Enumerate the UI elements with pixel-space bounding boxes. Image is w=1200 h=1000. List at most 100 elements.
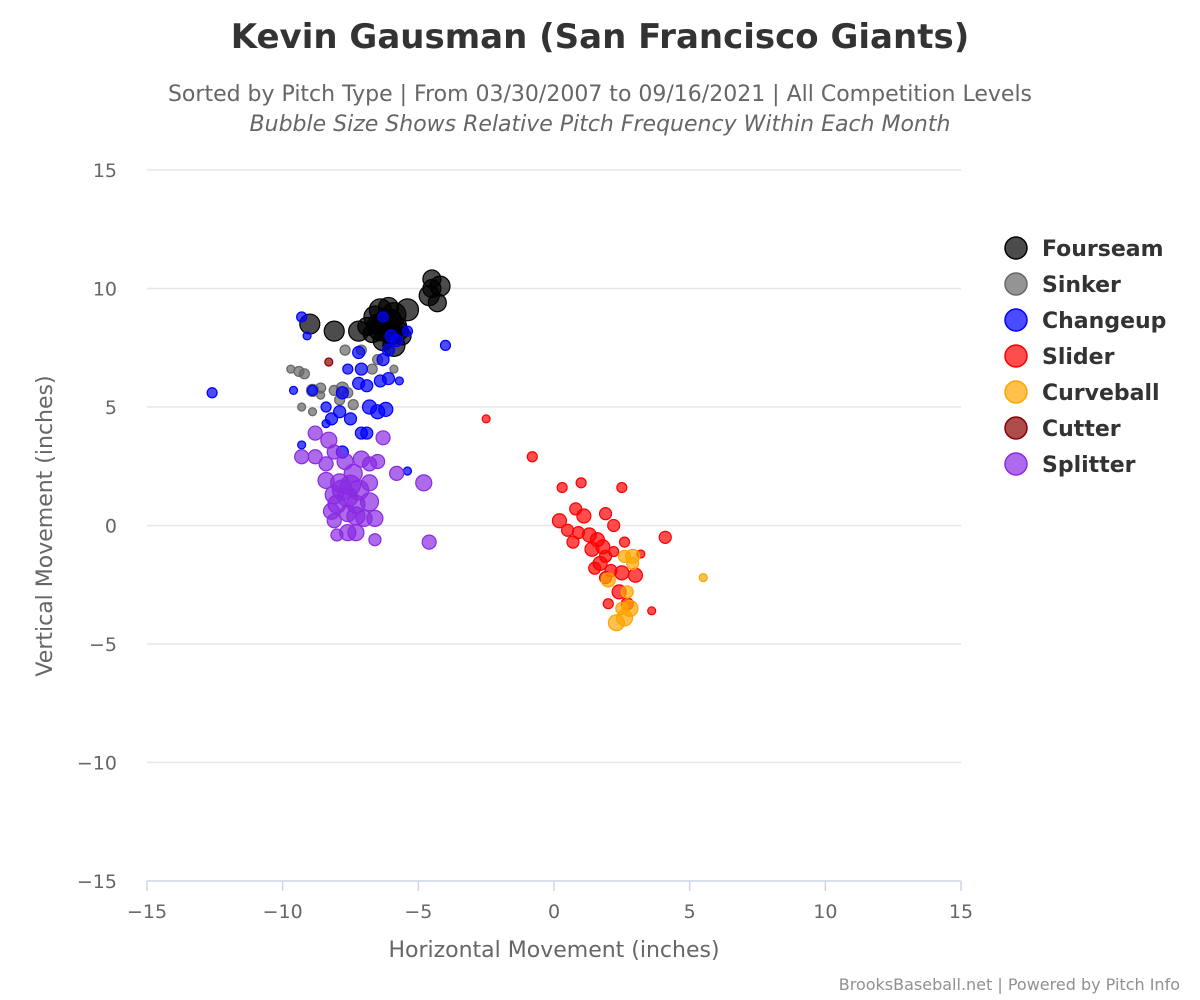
chart-title: Kevin Gausman (San Francisco Giants) (231, 17, 970, 57)
splitter-point[interactable] (360, 474, 379, 492)
changeup-point[interactable] (381, 343, 396, 357)
curveball-point[interactable] (607, 614, 626, 632)
changeup-point[interactable] (354, 362, 368, 376)
sinker-point[interactable] (347, 399, 359, 411)
sinker-point[interactable] (316, 390, 326, 400)
splitter-point[interactable] (307, 449, 323, 465)
splitter-point[interactable] (294, 449, 310, 465)
y-tick-label: 15 (93, 160, 117, 182)
fourseam-point[interactable] (427, 293, 447, 313)
changeup-point[interactable] (297, 440, 307, 450)
splitter-point[interactable] (326, 513, 342, 529)
slider-point[interactable] (614, 565, 630, 581)
legend-item-cutter[interactable]: Cutter (1004, 416, 1121, 442)
slider-point[interactable] (627, 567, 644, 583)
splitter-point[interactable] (389, 465, 405, 481)
legend-item-splitter[interactable]: Splitter (1004, 452, 1136, 478)
changeup-point[interactable] (206, 387, 218, 399)
splitter-point[interactable] (370, 453, 386, 470)
series-changeup (206, 311, 452, 476)
slider-point[interactable] (602, 598, 614, 610)
splitter-point[interactable] (326, 444, 342, 460)
changeup-point[interactable] (320, 401, 332, 413)
sinker-point[interactable] (366, 363, 378, 375)
changeup-point[interactable] (288, 385, 299, 396)
slider-point[interactable] (658, 530, 672, 544)
splitter-point[interactable] (359, 492, 380, 512)
slider-point[interactable] (588, 561, 602, 575)
curveball-point[interactable] (626, 556, 640, 571)
splitter-point[interactable] (366, 509, 384, 527)
changeup-point[interactable] (352, 345, 366, 360)
slider-point[interactable] (584, 541, 600, 557)
fourseam-point[interactable] (323, 320, 345, 342)
series-cutter (324, 357, 334, 367)
changeup-point[interactable] (342, 363, 354, 375)
splitter-point[interactable] (415, 474, 433, 492)
splitter-point[interactable] (375, 430, 391, 446)
slider-point[interactable] (575, 477, 587, 489)
legend-item-changeup[interactable]: Changeup (1004, 308, 1166, 334)
changeup-point[interactable] (360, 426, 374, 440)
splitter-point[interactable] (347, 524, 365, 542)
sinker-point[interactable] (389, 364, 399, 374)
changeup-point[interactable] (381, 371, 396, 386)
x-tick-label: 0 (548, 901, 560, 923)
credits[interactable]: BrooksBaseball.net | Powered by Pitch In… (839, 975, 1180, 994)
changeup-point[interactable] (394, 376, 404, 386)
slider-point[interactable] (616, 481, 628, 494)
splitter-point[interactable] (318, 456, 334, 472)
changeup-point[interactable] (439, 339, 452, 351)
changeup-point[interactable] (306, 384, 319, 397)
changeup-point[interactable] (302, 331, 312, 341)
legend-marker (1004, 452, 1028, 476)
splitter-point[interactable] (343, 463, 363, 483)
legend-item-slider[interactable]: Slider (1004, 344, 1115, 370)
slider-point[interactable] (598, 507, 613, 521)
changeup-point[interactable] (360, 379, 374, 393)
splitter-point[interactable] (331, 479, 353, 501)
slider-point[interactable] (526, 451, 538, 463)
y-tick-label: 0 (105, 516, 117, 538)
changeup-point[interactable] (296, 311, 308, 323)
legend-item-fourseam[interactable]: Fourseam (1004, 236, 1164, 262)
legend-item-curveball[interactable]: Curveball (1004, 380, 1160, 406)
slider-point[interactable] (551, 513, 568, 529)
slider-point[interactable] (618, 536, 631, 548)
sinker-point[interactable] (297, 402, 307, 412)
fourseam-point[interactable] (429, 275, 451, 297)
sinker-point[interactable] (339, 344, 351, 356)
slider-point[interactable] (560, 523, 575, 537)
legend-marker (1004, 236, 1028, 260)
changeup-point[interactable] (343, 412, 358, 426)
slider-point[interactable] (607, 518, 621, 533)
splitter-point[interactable] (307, 425, 323, 441)
legend-label: Sinker (1042, 273, 1121, 298)
legend[interactable]: Fourseam Sinker Changeup Slider Curveball Cut… (1004, 236, 1166, 478)
splitter-point[interactable] (368, 533, 382, 547)
curveball-point[interactable] (600, 572, 616, 588)
fourseam-point[interactable] (395, 298, 420, 322)
splitter-point[interactable] (421, 534, 437, 550)
changeup-point[interactable] (335, 386, 349, 400)
slider-point[interactable] (576, 508, 592, 524)
changeup-point[interactable] (402, 466, 413, 476)
slider-point[interactable] (566, 535, 580, 549)
changeup-point[interactable] (377, 311, 389, 323)
slider-point[interactable] (608, 545, 620, 558)
cutter-point[interactable] (324, 357, 334, 367)
legend-label: Fourseam (1042, 237, 1164, 262)
sinker-point[interactable] (298, 368, 310, 380)
legend-item-sinker[interactable]: Sinker (1004, 272, 1121, 298)
changeup-point[interactable] (378, 401, 394, 417)
slider-point[interactable] (647, 606, 657, 616)
slider-point[interactable] (481, 414, 491, 424)
curveball-point[interactable] (620, 585, 634, 599)
changeup-point[interactable] (390, 334, 404, 348)
curveball-point[interactable] (698, 573, 708, 583)
changeup-point[interactable] (321, 418, 331, 429)
sinker-point[interactable] (307, 407, 318, 417)
slider-point[interactable] (556, 481, 568, 494)
changeup-point[interactable] (401, 325, 414, 337)
changeup-point[interactable] (333, 405, 347, 419)
